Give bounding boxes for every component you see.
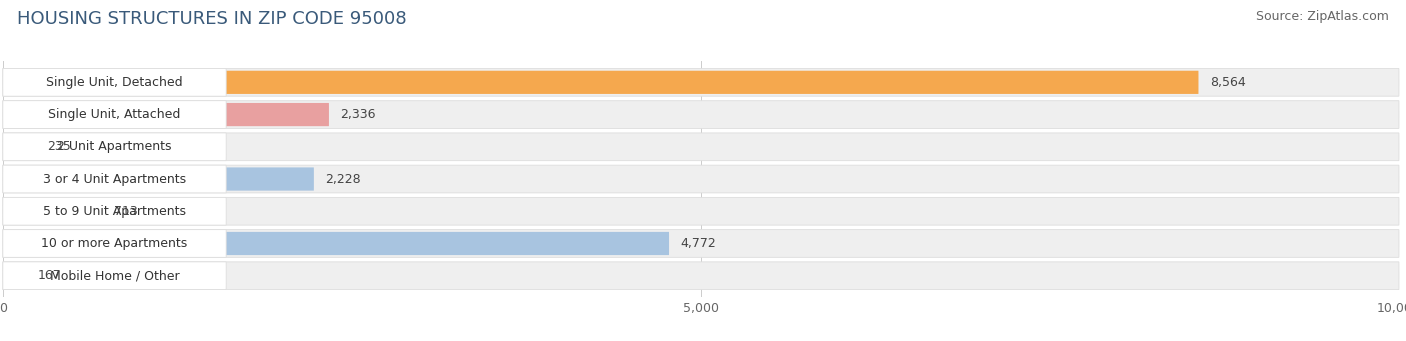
FancyBboxPatch shape: [3, 101, 226, 129]
FancyBboxPatch shape: [3, 199, 103, 223]
Text: Single Unit, Attached: Single Unit, Attached: [48, 108, 181, 121]
FancyBboxPatch shape: [3, 262, 226, 290]
FancyBboxPatch shape: [3, 262, 1399, 290]
Text: 713: 713: [114, 205, 138, 218]
FancyBboxPatch shape: [3, 69, 1399, 96]
FancyBboxPatch shape: [3, 133, 226, 161]
FancyBboxPatch shape: [3, 229, 226, 257]
Text: Source: ZipAtlas.com: Source: ZipAtlas.com: [1256, 10, 1389, 23]
Text: 2,228: 2,228: [325, 173, 361, 186]
Text: Mobile Home / Other: Mobile Home / Other: [49, 269, 180, 282]
FancyBboxPatch shape: [3, 133, 1399, 161]
FancyBboxPatch shape: [3, 103, 329, 126]
FancyBboxPatch shape: [3, 71, 1198, 94]
Text: 4,772: 4,772: [681, 237, 716, 250]
FancyBboxPatch shape: [3, 135, 35, 159]
FancyBboxPatch shape: [3, 229, 1399, 257]
Text: 3 or 4 Unit Apartments: 3 or 4 Unit Apartments: [44, 173, 186, 186]
Text: 5 to 9 Unit Apartments: 5 to 9 Unit Apartments: [44, 205, 186, 218]
FancyBboxPatch shape: [3, 197, 226, 225]
Text: 2,336: 2,336: [340, 108, 375, 121]
Text: Single Unit, Detached: Single Unit, Detached: [46, 76, 183, 89]
FancyBboxPatch shape: [3, 101, 1399, 129]
FancyBboxPatch shape: [3, 197, 1399, 225]
Text: 10 or more Apartments: 10 or more Apartments: [41, 237, 187, 250]
Text: HOUSING STRUCTURES IN ZIP CODE 95008: HOUSING STRUCTURES IN ZIP CODE 95008: [17, 10, 406, 28]
FancyBboxPatch shape: [3, 264, 27, 287]
FancyBboxPatch shape: [3, 165, 226, 193]
FancyBboxPatch shape: [3, 167, 314, 191]
FancyBboxPatch shape: [3, 165, 1399, 193]
Text: 167: 167: [38, 269, 60, 282]
FancyBboxPatch shape: [3, 232, 669, 255]
Text: 235: 235: [46, 140, 70, 153]
Text: 2 Unit Apartments: 2 Unit Apartments: [58, 140, 172, 153]
FancyBboxPatch shape: [3, 69, 226, 96]
Text: 8,564: 8,564: [1209, 76, 1246, 89]
